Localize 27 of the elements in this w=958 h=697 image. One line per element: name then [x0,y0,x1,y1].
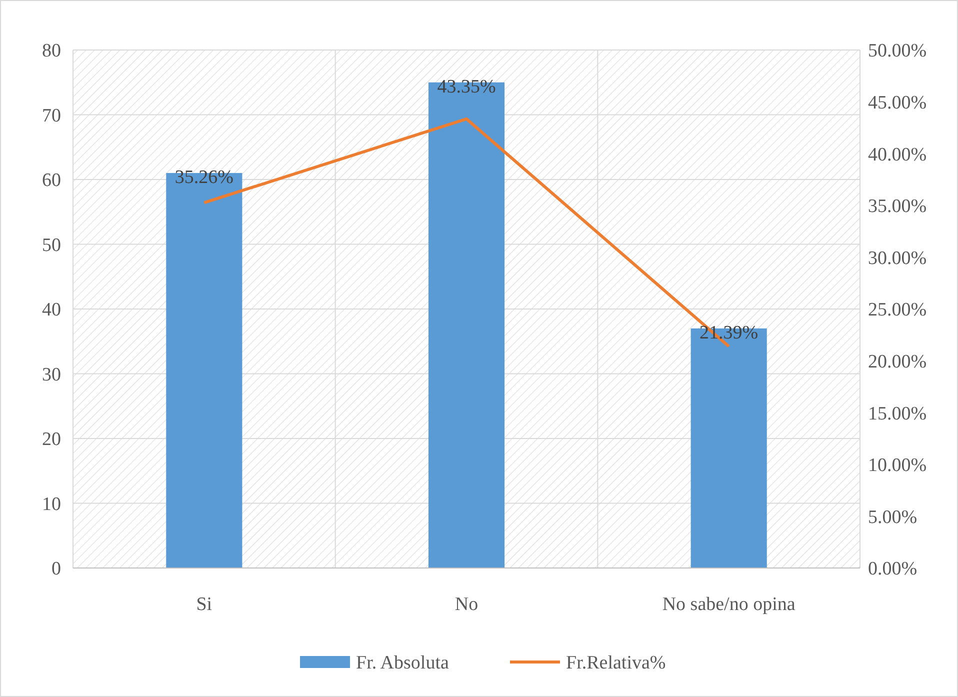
y-tick-label: 70 [42,105,61,126]
y2-tick-label: 35.00% [868,196,927,218]
y-tick-label: 10 [42,494,61,515]
data-label: 43.35% [437,76,496,98]
y2-tick-label: 30.00% [868,248,927,269]
y-tick-label: 40 [42,300,61,321]
x-tick-label: No [454,594,478,615]
y2-tick-label: 40.00% [868,144,927,166]
y2-tick-label: 20.00% [868,351,927,372]
y-tick-label: 0 [52,558,61,580]
y-tick-label: 50 [42,234,61,256]
y2-tick-label: 45.00% [868,92,927,114]
y2-tick-label: 0.00% [868,558,918,580]
legend-label: Fr. Absoluta [356,652,450,674]
x-tick-label: Si [196,594,212,615]
y2-tick-label: 50.00% [868,40,927,62]
legend-label: Fr.Relativa% [566,652,666,674]
x-tick-label: No sabe/no opina [662,594,796,615]
y2-tick-label: 5.00% [868,506,918,528]
y2-tick-label: 10.00% [868,455,927,476]
y2-tick-label: 25.00% [868,300,927,321]
y-tick-label: 60 [42,170,61,192]
y-tick-label: 20 [42,429,61,450]
y2-tick-label: 15.00% [868,403,927,424]
y-tick-label: 80 [42,40,61,62]
y-tick-label: 30 [42,364,61,386]
data-label: 35.26% [174,167,234,188]
